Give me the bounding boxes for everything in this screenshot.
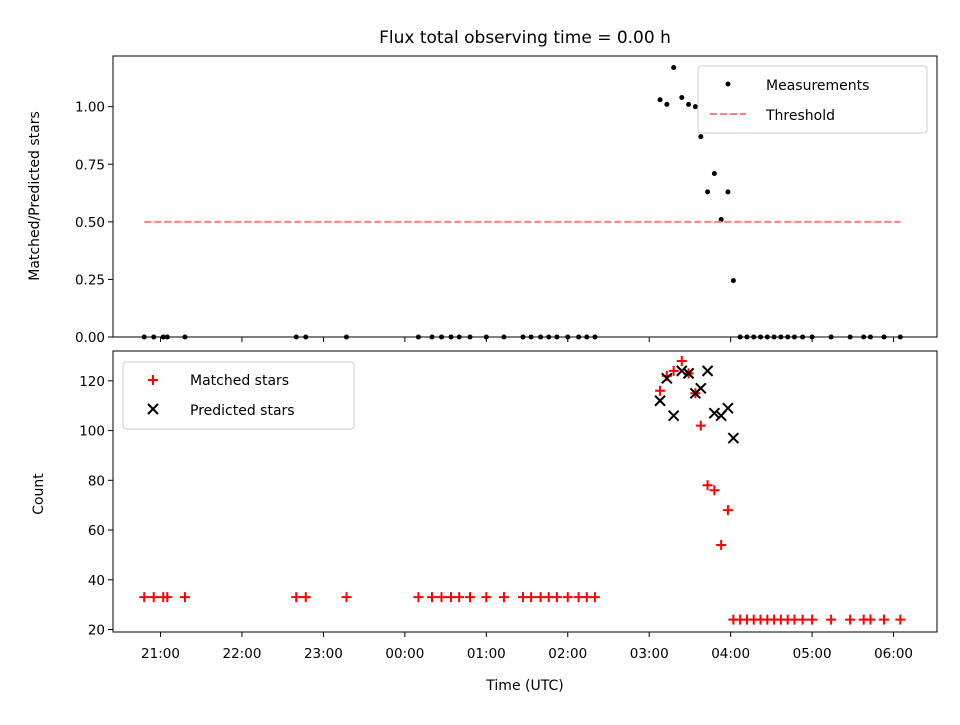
measurement-point	[664, 101, 670, 107]
matched-star-point	[879, 614, 890, 625]
matched-star-point	[291, 592, 302, 603]
top-y-tick-label: 0.75	[75, 157, 105, 173]
predicted-star-point	[654, 395, 666, 407]
bottom-legend: Matched stars Predicted stars	[122, 361, 355, 430]
bottom-y-axis-label: Count	[31, 473, 47, 515]
bottom-y-tick-label: 60	[88, 523, 105, 539]
predicted-star-point	[695, 382, 707, 395]
matched-star-point	[454, 592, 465, 603]
top-y-tick-label: 0.50	[75, 215, 105, 231]
matched-star-point	[655, 385, 666, 396]
top-y-tick-label: 0.25	[75, 272, 105, 288]
matched-star-point	[148, 592, 159, 603]
bottom-legend-box	[122, 361, 355, 430]
predicted-star-point	[676, 365, 688, 377]
bottom-axes-frame	[112, 350, 938, 633]
matched-star-point	[427, 592, 438, 603]
matched-star-point	[826, 614, 837, 625]
x-tick-label: 05:00	[793, 646, 832, 662]
matched-star-point	[695, 420, 706, 431]
matched-star-point	[551, 592, 562, 603]
predicted-star-point	[708, 407, 721, 419]
matched-star-point	[716, 539, 727, 550]
matched-star-point	[722, 505, 733, 516]
matched-star-point	[676, 355, 687, 366]
measurement-point	[711, 170, 717, 176]
x-tick-label: 03:00	[630, 646, 669, 662]
bottom-y-tick-label: 80	[88, 473, 105, 489]
top-legend-box	[697, 65, 928, 134]
measurement-point	[725, 189, 731, 195]
legend-predicted-marker	[147, 403, 159, 415]
predicted-star-point	[701, 365, 714, 377]
legend-matched-label: Matched stars	[190, 373, 289, 389]
measurement-point	[657, 97, 663, 103]
matched-star-point	[589, 592, 600, 603]
bottom-plot-area	[139, 355, 906, 625]
predicted-star-point	[727, 432, 740, 444]
matched-star-point	[481, 592, 492, 603]
matched-star-point	[300, 592, 311, 603]
predicted-star-point	[722, 402, 734, 414]
bottom-y-tick-label: 100	[79, 424, 105, 440]
matched-star-point	[139, 592, 150, 603]
predicted-star-point	[682, 367, 695, 380]
matched-star-point	[179, 592, 190, 603]
top-legend: Measurements Threshold	[697, 65, 928, 134]
measurement-point	[718, 217, 724, 223]
x-tick-label: 01:00	[467, 646, 506, 662]
x-tick-label: 02:00	[548, 646, 587, 662]
matched-star-point	[436, 592, 447, 603]
matched-star-point	[865, 614, 876, 625]
matched-star-point	[413, 592, 424, 603]
legend-predicted-label: Predicted stars	[190, 403, 295, 419]
x-tick-label: 06:00	[874, 646, 913, 662]
matched-star-point	[797, 614, 808, 625]
matched-star-point	[702, 480, 713, 491]
x-tick-label: 23:00	[304, 646, 343, 662]
measurement-point	[692, 104, 698, 110]
top-y-axis-label: Matched/Predicted stars	[27, 111, 43, 281]
matched-star-point	[465, 592, 476, 603]
top-y-tick-label: 0.00	[75, 330, 105, 346]
legend-matched-marker	[148, 375, 158, 385]
x-tick-label: 00:00	[385, 646, 424, 662]
matched-star-point	[845, 614, 856, 625]
x-axis-label: Time (UTC)	[485, 678, 563, 694]
measurement-point	[730, 278, 736, 284]
measurement-point	[705, 189, 711, 195]
legend-measurements-label: Measurements	[766, 78, 869, 94]
measurement-point	[698, 134, 704, 140]
top-y-tick-label: 1.00	[75, 100, 105, 116]
matched-star-point	[895, 614, 906, 625]
measurement-point	[686, 101, 692, 107]
bottom-y-tick-label: 40	[88, 573, 105, 589]
measurement-point	[671, 65, 677, 71]
predicted-star-point	[667, 409, 680, 422]
matched-star-point	[341, 592, 352, 603]
x-tick-label: 22:00	[223, 646, 262, 662]
bottom-y-tick-label: 20	[88, 623, 105, 639]
matched-star-point	[807, 614, 818, 625]
legend-measurements-marker	[725, 81, 731, 87]
matched-star-point	[526, 592, 537, 603]
matched-star-point	[709, 485, 720, 496]
measurement-point	[679, 94, 685, 100]
top-axes-frame	[112, 55, 938, 338]
matched-star-point	[562, 592, 573, 603]
x-tick-label: 21:00	[141, 646, 180, 662]
chart-title: Flux total observing time = 0.00 h	[379, 28, 671, 48]
bottom-y-tick-label: 120	[79, 374, 105, 390]
matched-star-point	[668, 365, 679, 376]
matched-star-point	[162, 592, 173, 603]
matched-star-point	[498, 592, 509, 603]
legend-threshold-label: Threshold	[765, 108, 835, 124]
predicted-star-point	[661, 372, 673, 385]
x-tick-label: 04:00	[711, 646, 750, 662]
